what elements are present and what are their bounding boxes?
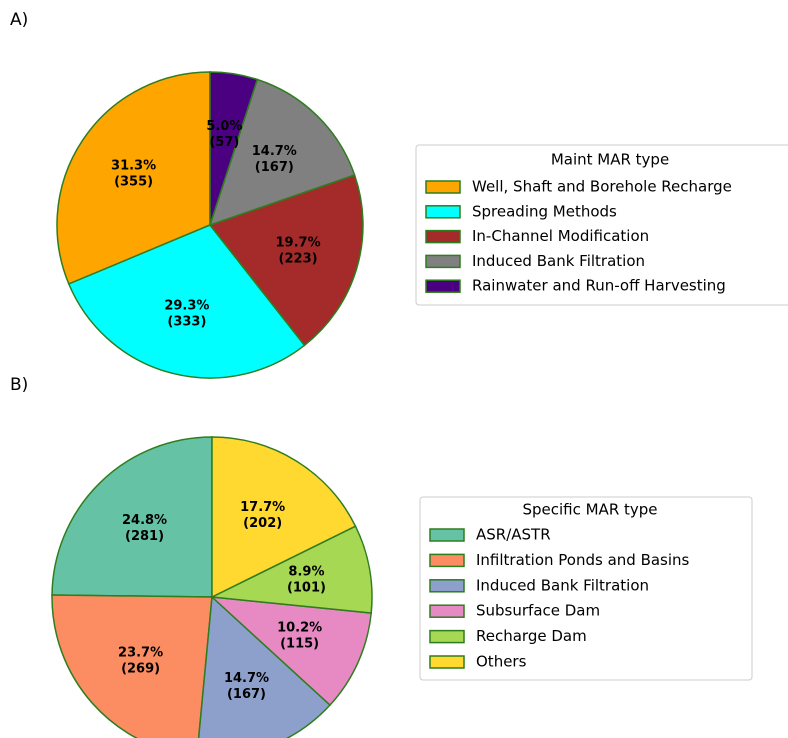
slice-count-label: (355) [114, 175, 153, 190]
slice-percent-label: 23.7% [118, 646, 163, 661]
pie-slice [197, 595, 332, 738]
slice-percent-label: 5.0% [206, 119, 242, 134]
slice-count-label: (281) [125, 529, 164, 544]
slice-count-label: (57) [209, 135, 239, 150]
legend-label: Infiltration Ponds and Basins [476, 551, 690, 569]
pie-slice [67, 224, 306, 379]
slice-percent-label: 31.3% [111, 159, 156, 174]
slice-count-label: (167) [227, 687, 266, 702]
pie-slice [209, 71, 259, 226]
pie-slice [208, 174, 364, 347]
slice-count-label: (115) [280, 637, 319, 652]
pie-slice [211, 436, 357, 599]
slice-percent-label: 14.7% [252, 144, 297, 159]
legend-swatch [425, 180, 461, 194]
slice-count-label: (333) [167, 314, 206, 329]
legend-swatch [429, 604, 465, 618]
slice-percent-label: 14.7% [224, 671, 269, 686]
pie-slice [51, 436, 213, 598]
slice-count-label: (269) [121, 662, 160, 677]
legend-label: Others [476, 653, 527, 671]
slice-count-label: (202) [243, 516, 282, 531]
legend-label: In-Channel Modification [472, 227, 649, 245]
pie-slice [209, 596, 373, 707]
legend-label: Spreading Methods [472, 202, 617, 220]
legend-label: Induced Bank Filtration [476, 576, 649, 594]
pie-slice [51, 594, 213, 738]
slice-percent-label: 24.8% [122, 513, 167, 528]
legend-swatch [429, 528, 465, 542]
slice-percent-label: 19.7% [276, 235, 321, 250]
slice-percent-label: 10.2% [277, 621, 322, 636]
pie-slice [209, 525, 373, 614]
legend-swatch [429, 629, 465, 644]
slice-percent-label: 8.9% [288, 564, 324, 579]
panel-label: A) [10, 10, 28, 30]
legend-title: Specific MAR type [522, 501, 657, 519]
legend-box [419, 496, 753, 681]
slice-count-label: (167) [255, 160, 294, 175]
slice-count-label: (223) [279, 251, 318, 266]
legend-swatch [425, 229, 461, 244]
slice-percent-label: 17.7% [240, 500, 285, 515]
legend-swatch [429, 553, 465, 568]
legend-title: Maint MAR type [551, 151, 669, 169]
legend-swatch [425, 279, 461, 293]
legend-swatch [429, 579, 465, 593]
legend-label: ASR/ASTR [476, 526, 551, 544]
legend-label: Rainwater and Run-off Harvesting [472, 277, 726, 295]
slice-percent-label: 29.3% [164, 298, 209, 313]
legend-swatch [425, 205, 461, 219]
legend-label: Well, Shaft and Borehole Recharge [472, 178, 732, 196]
legend-label: Recharge Dam [476, 627, 587, 645]
legend-swatch [429, 655, 465, 669]
pie-slice [56, 71, 211, 285]
slice-count-label: (101) [287, 580, 326, 595]
legend-swatch [425, 254, 461, 269]
legend-box [415, 144, 788, 306]
legend-label: Subsurface Dam [476, 602, 600, 620]
legend-label: Induced Bank Filtration [472, 252, 645, 270]
panel-label: B) [10, 375, 28, 395]
